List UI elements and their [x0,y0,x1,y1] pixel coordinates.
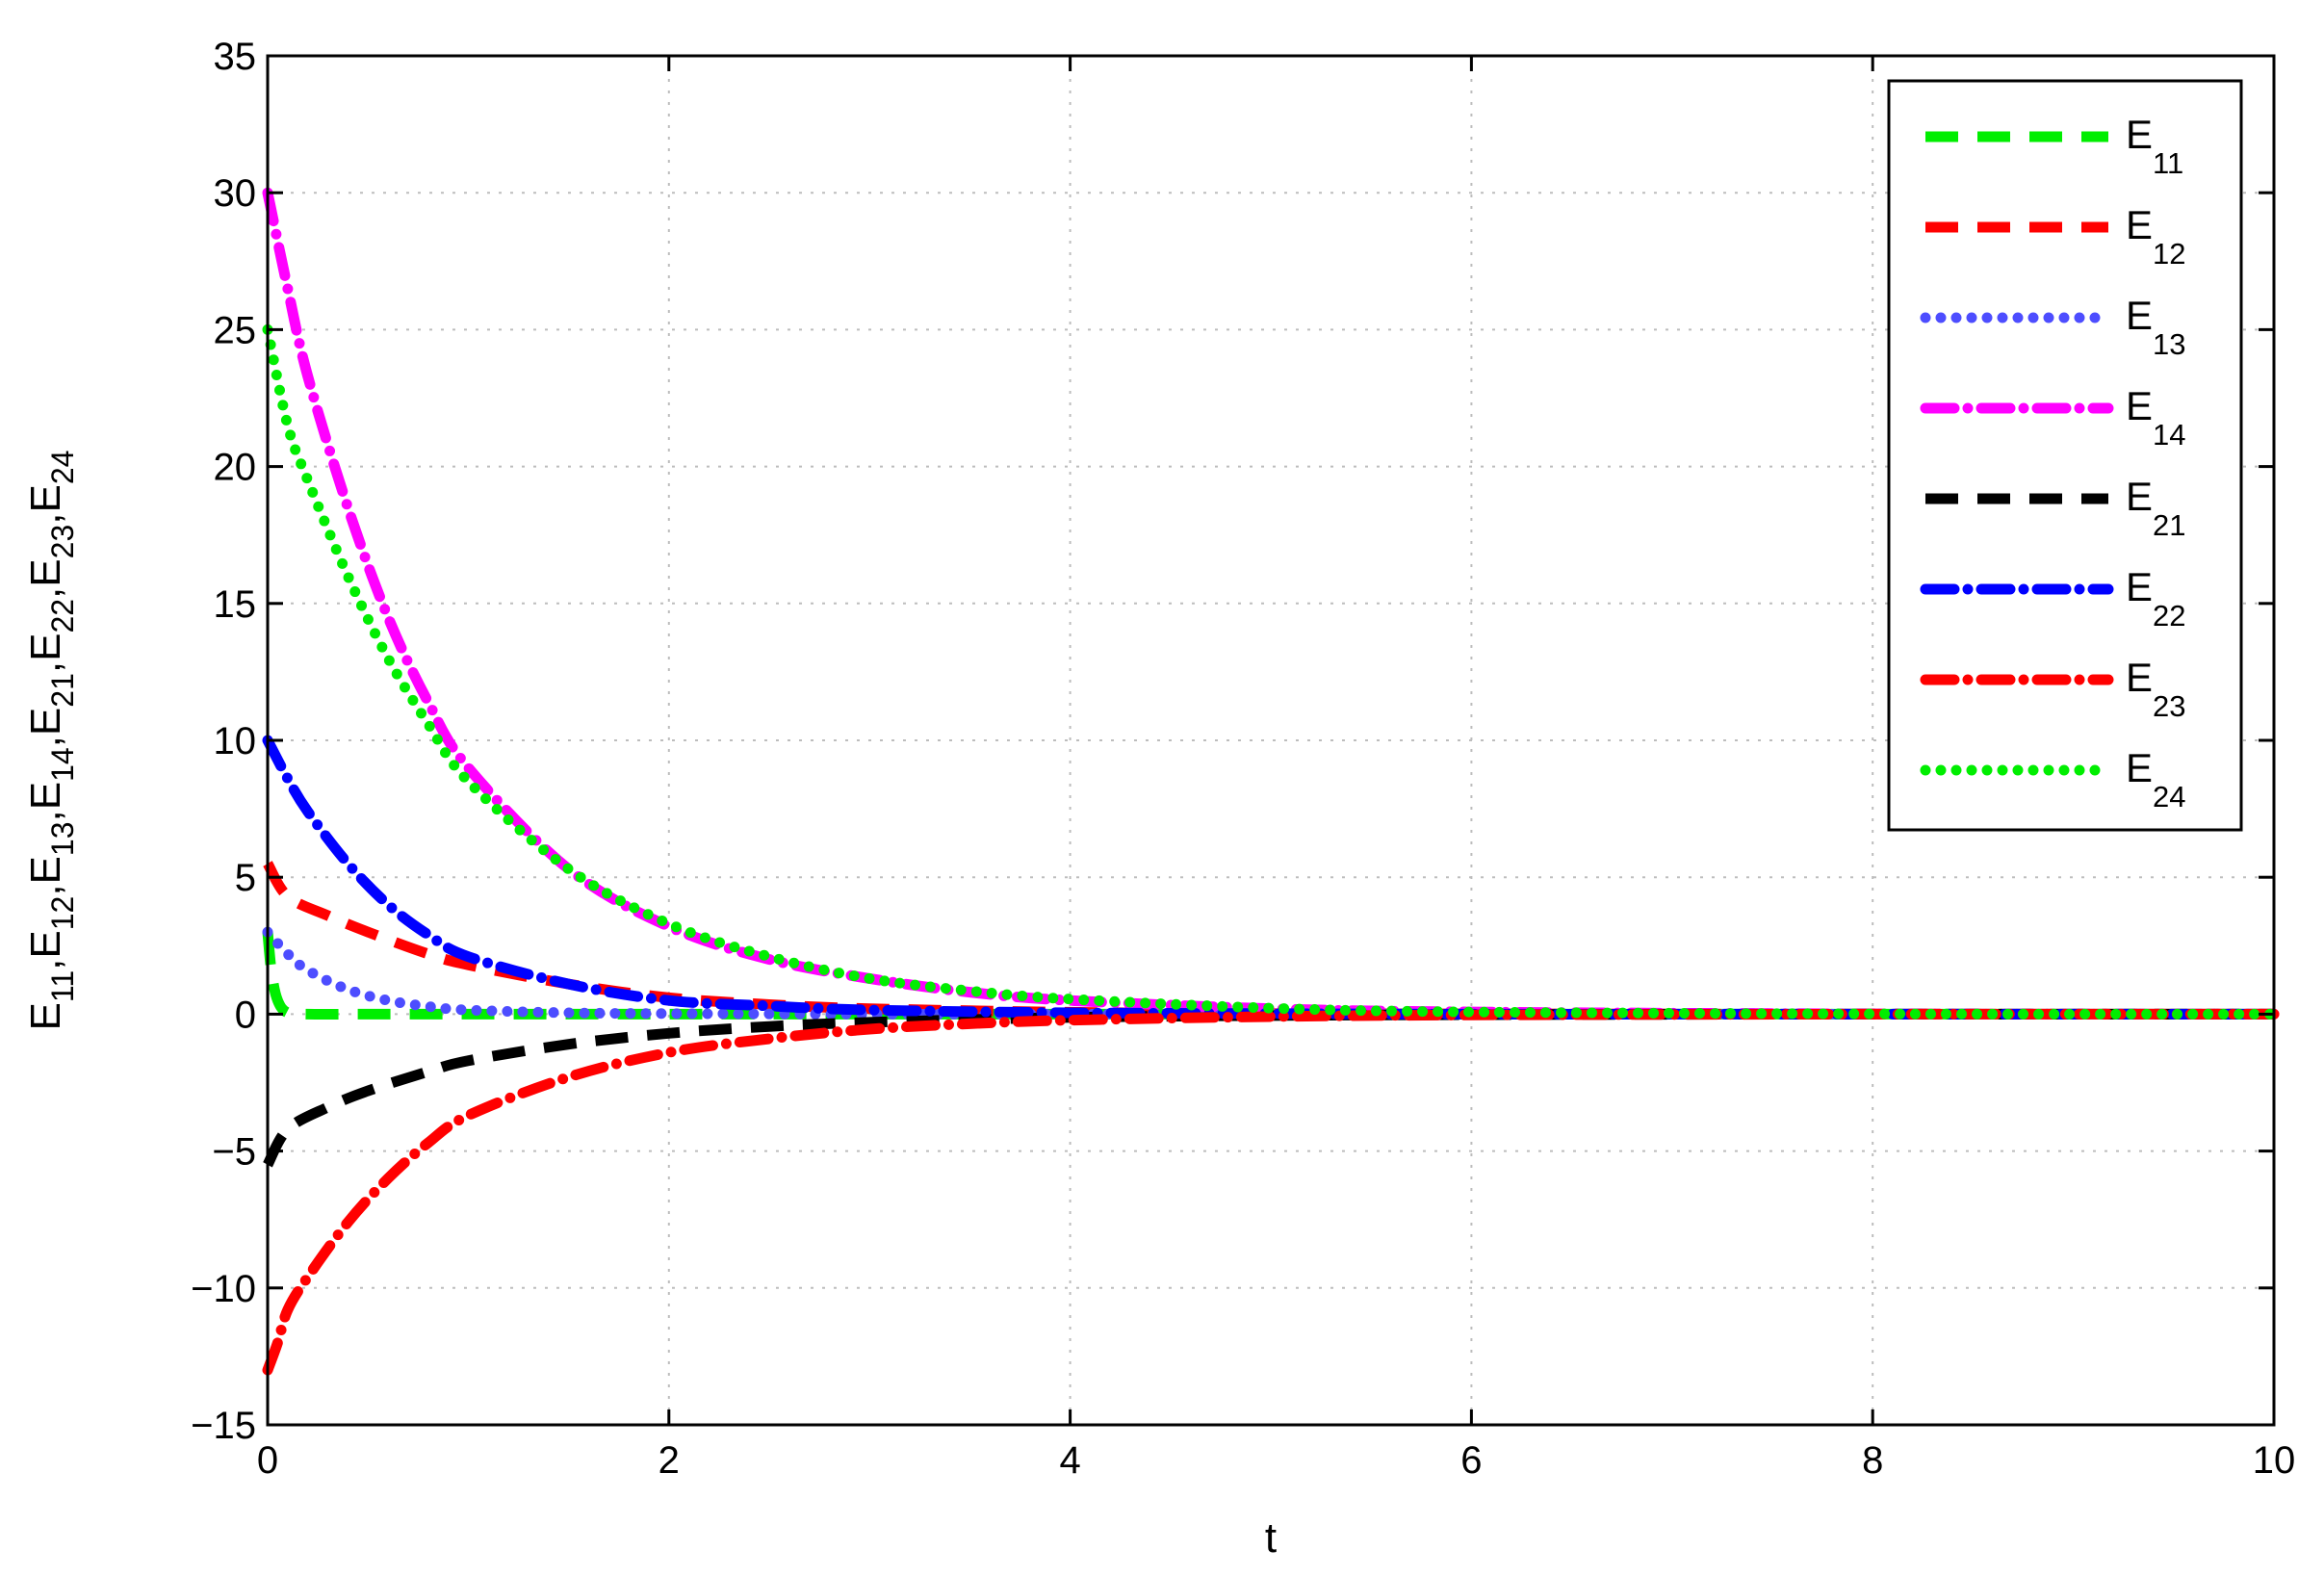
y-tick-label: −5 [212,1131,256,1174]
y-label-sub: 14 [45,747,80,782]
y-tick-label: −15 [191,1405,256,1447]
x-tick-label: 10 [2253,1439,2296,1482]
y-label-sub: 22 [45,599,80,633]
legend-label-e23: E23 [2126,655,2186,723]
x-tick-label: 4 [1059,1439,1080,1482]
legend-label-e21: E21 [2126,474,2186,542]
x-tick-label: 0 [257,1439,278,1482]
series-layer [262,187,2280,1376]
x-tick-label: 8 [1862,1439,1883,1482]
legend-label-e11: E11 [2126,112,2183,180]
y-label-sep: , [22,587,69,599]
y-tick-label: 0 [235,994,256,1036]
axis-ticks [266,54,2276,1427]
y-label-sep: , [22,959,69,970]
y-label-sub: 23 [45,525,80,559]
tick-labels: 0 2 4 6 8 10 −15 −10 −5 0 5 10 15 20 25 30 35 [191,36,2295,1482]
y-label-base: E [22,1002,69,1030]
x-tick-label: 6 [1460,1439,1482,1482]
y-label-base: E [22,484,69,512]
y-label-base: E [22,633,69,661]
legend: E11 E12 E13 E14 E21 E22 E23 E24 [1887,79,2243,832]
y-tick-label: −10 [191,1268,256,1310]
y-label-sep: , [22,661,69,673]
legend-box [1887,79,2243,832]
y-label-sub: 21 [45,673,80,708]
y-tick-label: 5 [235,857,256,899]
y-tick-label: 10 [214,720,257,762]
y-tick-label: 30 [214,172,257,215]
y-label-sub: 12 [45,896,80,931]
legend-label-e13: E13 [2126,293,2186,361]
y-label-sub: 11 [45,970,80,1002]
series-line-e24 [262,323,2280,1020]
legend-label-e22: E22 [2126,564,2186,633]
legend-label-e14: E14 [2126,383,2186,452]
y-label-sep: , [22,810,69,821]
grid-lines [268,56,2274,1425]
x-axis-label: t [1265,1514,1277,1562]
series-line-e22 [262,735,2280,1020]
y-label-sep: , [22,884,69,895]
legend-label-e12: E12 [2126,202,2186,271]
x-tick-label: 2 [658,1439,680,1482]
y-tick-label: 35 [214,36,257,78]
y-label-base: E [22,930,69,958]
y-axis-label: E11,E12,E13,E14,E21,E22,E23,E24 [22,451,80,1031]
y-label-sub: 13 [45,821,80,856]
y-tick-label: 25 [214,309,257,351]
y-label-base: E [22,782,69,810]
y-label-base: E [22,708,69,736]
legend-label-e24: E24 [2126,745,2186,814]
y-label-sep: , [22,736,69,747]
y-label-base: E [22,558,69,586]
y-label-base: E [22,856,69,884]
y-label-sep: , [22,513,69,525]
y-label-sub: 24 [45,451,80,485]
y-tick-label: 15 [214,583,257,626]
y-tick-label: 20 [214,447,257,489]
